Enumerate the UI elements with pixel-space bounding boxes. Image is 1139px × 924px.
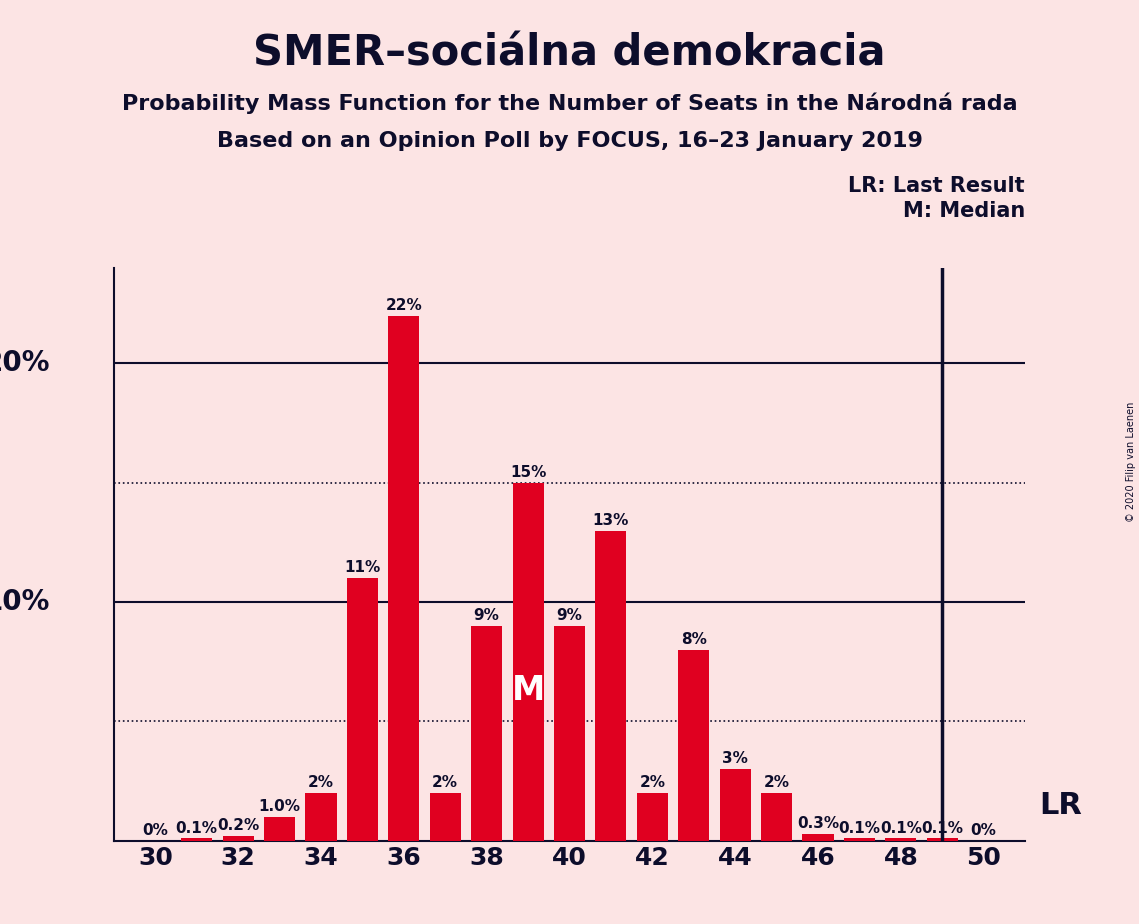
Bar: [637, 793, 667, 841]
Text: LR: Last Result: LR: Last Result: [849, 176, 1025, 196]
Bar: [803, 833, 834, 841]
Text: LR: LR: [1039, 791, 1082, 820]
Text: 9%: 9%: [474, 608, 500, 623]
Text: 11%: 11%: [344, 560, 380, 576]
Bar: [388, 316, 419, 841]
Text: 15%: 15%: [510, 465, 547, 480]
Text: 0%: 0%: [970, 823, 997, 838]
Text: 22%: 22%: [385, 298, 423, 313]
Bar: [927, 838, 958, 841]
Bar: [678, 650, 710, 841]
Bar: [720, 769, 751, 841]
Text: 2%: 2%: [432, 775, 458, 790]
Text: Probability Mass Function for the Number of Seats in the Národná rada: Probability Mass Function for the Number…: [122, 92, 1017, 114]
Text: 1.0%: 1.0%: [259, 799, 301, 814]
Text: Based on an Opinion Poll by FOCUS, 16–23 January 2019: Based on an Opinion Poll by FOCUS, 16–23…: [216, 131, 923, 152]
Text: 0.1%: 0.1%: [838, 821, 880, 835]
Bar: [222, 836, 254, 841]
Text: 2%: 2%: [308, 775, 334, 790]
Bar: [844, 838, 875, 841]
Bar: [347, 578, 378, 841]
Text: 8%: 8%: [681, 632, 706, 647]
Text: 2%: 2%: [763, 775, 789, 790]
Bar: [181, 838, 212, 841]
Bar: [305, 793, 336, 841]
Text: 0.1%: 0.1%: [921, 821, 964, 835]
Bar: [264, 817, 295, 841]
Text: © 2020 Filip van Laenen: © 2020 Filip van Laenen: [1126, 402, 1136, 522]
Text: 0%: 0%: [142, 823, 169, 838]
Text: M: M: [511, 674, 544, 707]
Bar: [513, 483, 543, 841]
Text: M: Median: M: Median: [903, 201, 1025, 222]
Text: 0.1%: 0.1%: [175, 821, 218, 835]
Text: 20%: 20%: [0, 349, 50, 377]
Bar: [596, 530, 626, 841]
Text: 13%: 13%: [592, 513, 629, 528]
Text: 0.1%: 0.1%: [879, 821, 921, 835]
Text: 2%: 2%: [639, 775, 665, 790]
Bar: [472, 626, 502, 841]
Text: 9%: 9%: [557, 608, 582, 623]
Bar: [885, 838, 917, 841]
Text: 3%: 3%: [722, 751, 748, 766]
Text: SMER–sociálna demokracia: SMER–sociálna demokracia: [253, 32, 886, 74]
Text: 10%: 10%: [0, 589, 50, 616]
Bar: [761, 793, 792, 841]
Bar: [554, 626, 585, 841]
Bar: [429, 793, 461, 841]
Text: 0.3%: 0.3%: [797, 816, 839, 831]
Text: 0.2%: 0.2%: [218, 818, 260, 833]
